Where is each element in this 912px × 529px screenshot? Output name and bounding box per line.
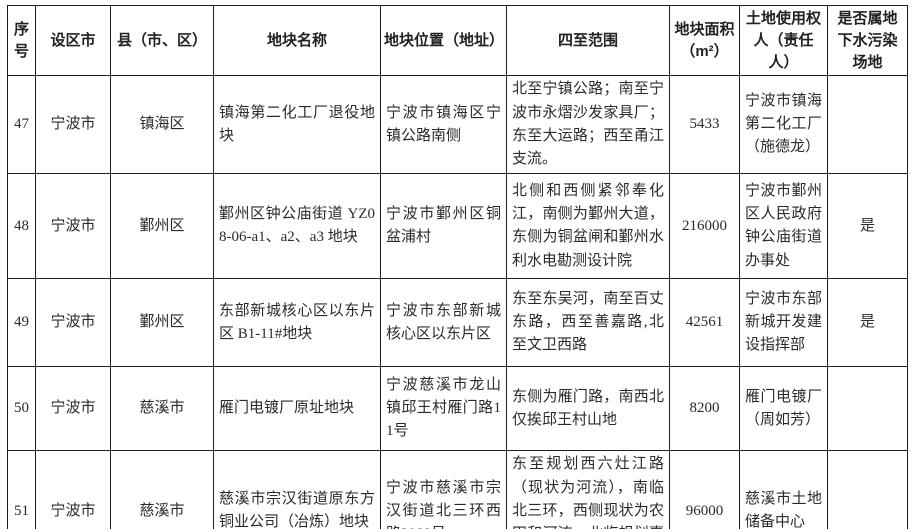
cell-groundwater-pollution: 是 [827, 278, 908, 368]
cell-boundary: 北侧和西侧紧邻奉化江，南侧为鄞州大道，东侧为铜盆闸和鄞州水利水电勘测设计院 [506, 173, 670, 280]
table-row: 51 宁波市 慈溪市 慈溪市宗汉街道原东方铜业公司（冶炼）地块 宁波市慈溪市宗汉… [7, 450, 908, 529]
header-location: 地块位置（地址） [380, 4, 507, 77]
cell-seq: 49 [7, 278, 36, 368]
header-groundwater-pollution: 是否属地下水污染场地 [827, 4, 908, 77]
cell-seq: 48 [7, 173, 36, 280]
cell-location: 宁波市慈溪市宗汉街道北三环西路2088号 [380, 450, 507, 529]
cell-county: 镇海区 [110, 75, 214, 175]
table-row: 50 宁波市 慈溪市 雁门电镀厂原址地块 宁波慈溪市龙山镇邱王村雁门路11号 东… [7, 366, 908, 452]
cell-location: 宁波市东部新城核心区以东片区 [380, 278, 507, 368]
header-owner: 土地使用权人（责任人） [739, 4, 828, 77]
land-parcel-table: 序号 设区市 县（市、区） 地块名称 地块位置（地址） 四至范围 地块面积（m²… [7, 4, 908, 529]
cell-owner: 雁门电镀厂（周如芳） [739, 366, 828, 452]
cell-city: 宁波市 [35, 278, 111, 368]
cell-county: 慈溪市 [110, 366, 214, 452]
header-seq: 序号 [7, 4, 36, 77]
cell-owner: 宁波市东部新城开发建设指挥部 [739, 278, 828, 368]
header-boundary: 四至范围 [506, 4, 670, 77]
cell-city: 宁波市 [35, 173, 111, 280]
cell-seq: 51 [7, 450, 36, 529]
cell-owner: 慈溪市土地储备中心 [739, 450, 828, 529]
cell-owner: 宁波市鄞州区人民政府钟公庙街道办事处 [739, 173, 828, 280]
header-area: 地块面积（m²） [669, 4, 740, 77]
cell-location: 宁波市鄞州区铜盆浦村 [380, 173, 507, 280]
cell-county: 慈溪市 [110, 450, 214, 529]
cell-city: 宁波市 [35, 75, 111, 175]
cell-parcel-name: 东部新城核心区以东片区 B1-11#地块 [213, 278, 381, 368]
table-row: 47 宁波市 镇海区 镇海第二化工厂退役地块 宁波市镇海区宁镇公路南侧 北至宁镇… [7, 75, 908, 175]
cell-city: 宁波市 [35, 366, 111, 452]
cell-seq: 47 [7, 75, 36, 175]
cell-groundwater-pollution: 是 [827, 173, 908, 280]
cell-area: 216000 [669, 173, 740, 280]
cell-boundary: 北至宁镇公路；南至宁波市永熠沙发家具厂；东至大运路；西至甬江支流。 [506, 75, 670, 175]
cell-area: 5433 [669, 75, 740, 175]
cell-parcel-name: 慈溪市宗汉街道原东方铜业公司（冶炼）地块 [213, 450, 381, 529]
cell-owner: 宁波市镇海第二化工厂（施德龙） [739, 75, 828, 175]
cell-parcel-name: 雁门电镀厂原址地块 [213, 366, 381, 452]
cell-boundary: 东侧为雁门路，南西北仅挨邱王村山地 [506, 366, 670, 452]
cell-boundary: 东至东吴河，南至百丈东路，西至善嘉路,北至文卫西路 [506, 278, 670, 368]
cell-county: 鄞州区 [110, 278, 214, 368]
cell-parcel-name: 镇海第二化工厂退役地块 [213, 75, 381, 175]
header-county: 县（市、区） [110, 4, 214, 77]
cell-seq: 50 [7, 366, 36, 452]
cell-groundwater-pollution [827, 366, 908, 452]
cell-area: 42561 [669, 278, 740, 368]
cell-groundwater-pollution [827, 75, 908, 175]
cell-groundwater-pollution [827, 450, 908, 529]
cell-city: 宁波市 [35, 450, 111, 529]
cell-area: 8200 [669, 366, 740, 452]
cell-parcel-name: 鄞州区钟公庙街道 YZ08-06-a1、a2、a3 地块 [213, 173, 381, 280]
cell-location: 宁波市镇海区宁镇公路南侧 [380, 75, 507, 175]
cell-area: 96000 [669, 450, 740, 529]
header-parcel-name: 地块名称 [213, 4, 381, 77]
table-row: 49 宁波市 鄞州区 东部新城核心区以东片区 B1-11#地块 宁波市东部新城核… [7, 278, 908, 368]
cell-county: 鄞州区 [110, 173, 214, 280]
cell-location: 宁波慈溪市龙山镇邱王村雁门路11号 [380, 366, 507, 452]
header-row: 序号 设区市 县（市、区） 地块名称 地块位置（地址） 四至范围 地块面积（m²… [7, 4, 908, 77]
table-row: 48 宁波市 鄞州区 鄞州区钟公庙街道 YZ08-06-a1、a2、a3 地块 … [7, 173, 908, 280]
table-body: 47 宁波市 镇海区 镇海第二化工厂退役地块 宁波市镇海区宁镇公路南侧 北至宁镇… [7, 75, 908, 529]
header-city: 设区市 [35, 4, 111, 77]
cell-boundary: 东至规划西六灶江路（现状为河流），南临北三环，西侧现状为农田和河流，北临规划嘉利… [506, 450, 670, 529]
